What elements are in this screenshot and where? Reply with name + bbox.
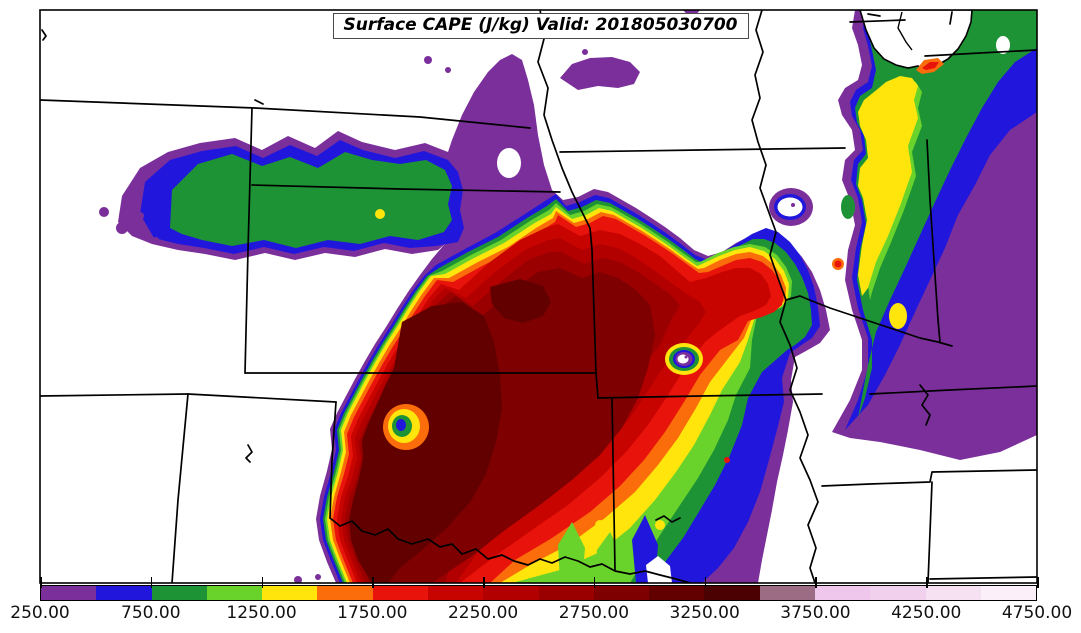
- colorbar-segment: [372, 586, 428, 600]
- hole-center-white: [777, 197, 803, 217]
- field-yellow-spot: [655, 520, 665, 530]
- colorbar-segment: [206, 586, 263, 600]
- field-band-green-blob: [841, 195, 855, 219]
- border-mark-small: [949, 11, 953, 25]
- colorbar-segment: [538, 586, 594, 600]
- border-top-right-a: [849, 19, 906, 23]
- colorbar-segment: [262, 586, 318, 600]
- colorbar-segment: [980, 586, 1037, 600]
- lake-mark-nw: [41, 29, 47, 41]
- state-boundaries: [40, 10, 1037, 583]
- field-lobe-tip-red: [922, 62, 939, 70]
- colorbar-segment: [704, 586, 760, 600]
- ohio-river: [785, 295, 953, 347]
- missouri-river-and-mo-west: [537, 10, 599, 399]
- cape-field: [99, 10, 1037, 583]
- colorbar-tick-label: 1750.00: [337, 603, 408, 623]
- colorbar-segment: [649, 586, 705, 600]
- field-island-north-purple: [560, 57, 640, 90]
- colorbar-segment: [96, 586, 152, 600]
- border-co-nm-south: [40, 393, 189, 397]
- field-speck: [445, 67, 451, 73]
- hook-ring-blue: [396, 419, 406, 431]
- field-speck: [116, 222, 128, 234]
- colorbar-segment: [427, 586, 484, 600]
- colorbar-segment: [151, 586, 207, 600]
- border-tn-ms-al: [821, 469, 1037, 487]
- border-ar-ok: [611, 397, 616, 571]
- field-speck: [424, 56, 432, 64]
- colorbar-tick-label: 1250.00: [226, 603, 297, 623]
- colorbar-segment: [317, 586, 373, 600]
- field-yellow-spot: [595, 520, 605, 530]
- field-speck: [294, 576, 302, 583]
- colorbar-tick-label: 4250.00: [891, 603, 962, 623]
- colorbar-tick-label: 250.00: [10, 603, 70, 623]
- lake-mark-ne: [254, 99, 264, 105]
- colorbar-segment: [925, 586, 981, 600]
- tennessee-river: [919, 384, 931, 426]
- border-tx-panhandle-north: [187, 393, 337, 403]
- field-red-spot: [724, 457, 730, 463]
- border-bottom-right: [929, 576, 1037, 580]
- eye-inner-speck: [684, 355, 688, 359]
- field-white-hole-north: [497, 148, 521, 178]
- colorbar: [40, 585, 1037, 601]
- border-mo-ar: [597, 393, 823, 399]
- border-co-east: [244, 107, 253, 374]
- field-speck: [153, 237, 159, 243]
- field-eye-feature: [665, 343, 703, 375]
- map-frame: [39, 9, 1038, 584]
- border-nm-tx-west: [171, 393, 189, 583]
- colorbar-segment: [870, 586, 926, 600]
- border-tn-north: [869, 385, 1037, 395]
- colorbar-tick-label: 4750.00: [1001, 603, 1073, 623]
- field-red-spot: [834, 260, 842, 268]
- colorbar-segment: [759, 586, 815, 600]
- field-bottom-ltgreen-tongue: [558, 522, 585, 583]
- border-mark-small: [867, 13, 881, 17]
- field-arm-yellow-spot: [375, 209, 385, 219]
- field-band-yellow-spot: [889, 303, 907, 329]
- border-ms-al-vertical: [927, 481, 933, 583]
- field-hook-feature: [383, 404, 429, 450]
- colorbar-segment: [814, 586, 871, 600]
- border-il-in: [926, 139, 941, 343]
- border-ne-ks: [251, 184, 561, 193]
- map-title: Surface CAPE (J/kg) Valid: 201805030700: [332, 13, 749, 39]
- hole-inner-speck: [791, 203, 795, 207]
- border-top-right-b: [924, 49, 1037, 57]
- colorbar-tick-label: 750.00: [121, 603, 181, 623]
- colorbar-segment: [593, 586, 650, 600]
- border-ia-mo: [559, 147, 846, 153]
- field-level-750-arm: [170, 152, 452, 248]
- lake-mark-ok: [655, 515, 681, 523]
- colorbar-segment: [483, 586, 539, 600]
- field-band-1250-core: [858, 76, 918, 296]
- field-level-3000-core-upper: [490, 279, 551, 323]
- colorbar-labels: 250.00 750.00 1250.00 1750.00 2250.00 2750.00…: [10, 603, 1072, 629]
- colorbar-segment: [41, 586, 97, 600]
- colorbar-tick-label: 3250.00: [669, 603, 740, 623]
- border-sd-ne: [40, 99, 531, 129]
- colorbar-tick-label: 2750.00: [558, 603, 630, 623]
- field-ring-hole-feature: [769, 188, 813, 226]
- field-speck: [136, 212, 144, 220]
- lake-mark-nm: [245, 444, 253, 463]
- field-speck: [315, 574, 321, 580]
- field-white-notch-band: [996, 36, 1010, 54]
- colorbar-tick-label: 3750.00: [780, 603, 851, 623]
- red-river: [329, 517, 691, 583]
- border-tx-ok-east: [329, 401, 337, 519]
- field-speck: [99, 207, 109, 217]
- field-speck: [582, 49, 588, 55]
- colorbar-tick-label: 2250.00: [447, 603, 519, 623]
